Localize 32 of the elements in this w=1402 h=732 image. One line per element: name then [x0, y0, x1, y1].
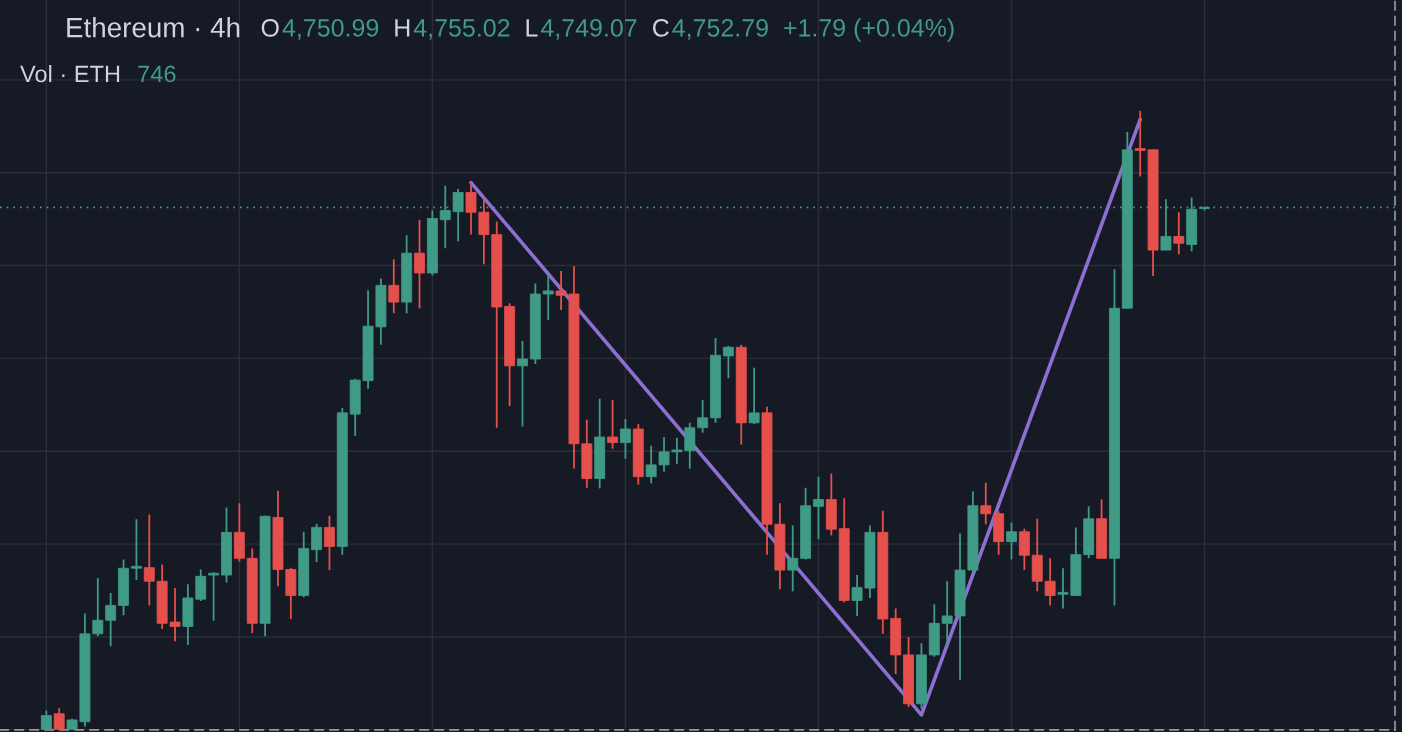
candlestick: [697, 398, 709, 434]
candlestick: [324, 514, 335, 572]
candlestick: [208, 571, 220, 622]
candlestick: [1018, 527, 1030, 572]
candlestick: [311, 522, 323, 563]
candlestick: [130, 518, 142, 581]
candlestick: [748, 366, 760, 425]
text: 4,749.07: [540, 19, 637, 40]
candlestick: [619, 418, 631, 460]
text: Vol · ETH: [20, 65, 120, 83]
text: C: [653, 19, 669, 37]
chart-title: Ethereum · 4h: [67, 17, 240, 38]
candlestick: [542, 274, 554, 321]
text: O: [261, 19, 279, 37]
candlestick: [722, 345, 734, 380]
candlestick: [105, 592, 117, 648]
candlestick: [813, 475, 824, 541]
candlestick: [1006, 521, 1017, 561]
candlestick: [1173, 211, 1185, 256]
candlestick: [388, 258, 400, 315]
candlestick: [607, 398, 618, 450]
text: L: [526, 19, 538, 37]
candlestick: [980, 481, 992, 526]
text: 4,750.99: [282, 19, 379, 40]
text: 4,755.02: [413, 19, 510, 40]
candlestick: [414, 218, 425, 310]
candlestick: [787, 524, 799, 593]
text: 4,752.79: [672, 19, 768, 40]
candlestick: [517, 340, 528, 428]
text: 746: [138, 65, 176, 83]
text: H: [395, 19, 410, 37]
text: +1.79 (+0.04%): [784, 18, 954, 42]
